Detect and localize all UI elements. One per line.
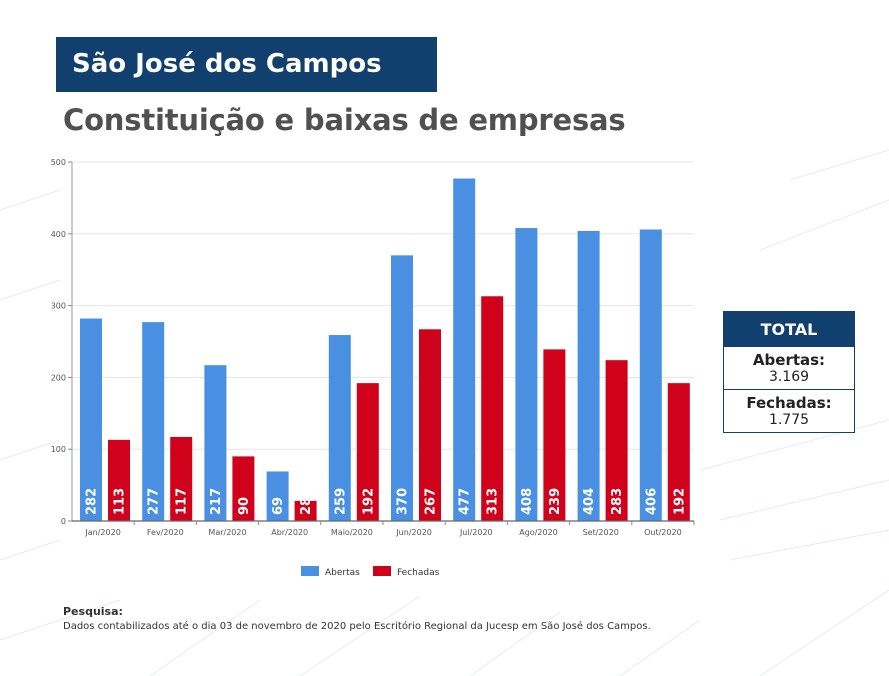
- bar-value-label: 192: [361, 488, 376, 515]
- x-tick-label: Out/2020: [644, 528, 682, 537]
- bar-abertas: [391, 255, 413, 521]
- grid-lines: [72, 161, 694, 522]
- footnote: Pesquisa: Dados contabilizados até o dia…: [63, 604, 651, 634]
- legend-label-fechadas: Fechadas: [397, 568, 440, 578]
- bar-fechadas: [419, 329, 441, 521]
- bar-abertas: [266, 471, 289, 521]
- x-tick-label: Jun/2020: [395, 528, 432, 537]
- bar-value-label: 370: [396, 488, 411, 515]
- x-tick-label: Set/2020: [583, 528, 619, 537]
- bar-fechadas: [481, 296, 504, 521]
- bar-value-label: 117: [175, 488, 190, 515]
- bar-value-label: 477: [458, 488, 473, 515]
- bar-value-label: 406: [644, 488, 659, 515]
- legend-swatch-fechadas: [373, 566, 391, 576]
- totals-fechadas: Fechadas: 1.775: [724, 389, 854, 432]
- bar-value-label: 90: [237, 497, 252, 515]
- footnote-text: Dados contabilizados até o dia 03 de nov…: [63, 621, 651, 632]
- bar-fechadas: [232, 456, 255, 521]
- city-title: São José dos Campos: [56, 37, 437, 92]
- bar-value-label: 277: [147, 488, 162, 515]
- x-tick-label: Ago/2020: [519, 528, 558, 537]
- y-tick-label: 400: [51, 230, 66, 239]
- y-tick-label: 300: [51, 302, 66, 311]
- bar-value-label: 282: [85, 488, 100, 515]
- bar-value-label: 69: [271, 497, 286, 515]
- y-tick-label: 200: [51, 373, 66, 382]
- bar-value-label: 239: [548, 488, 563, 515]
- y-tick-label: 500: [51, 158, 66, 167]
- bar-abertas: [80, 318, 102, 521]
- bar-value-label: 217: [209, 488, 224, 515]
- legend-label-abertas: Abertas: [325, 568, 360, 578]
- y-tick-label: 0: [61, 517, 66, 526]
- bar-value-label: 313: [486, 488, 501, 515]
- bar-value-label: 408: [520, 488, 535, 515]
- bar-fechadas: [543, 349, 566, 521]
- totals-header: TOTAL: [724, 312, 854, 347]
- x-tick-label: Jan/2020: [84, 528, 120, 537]
- totals-abertas-value: 3.169: [768, 368, 810, 385]
- bar-abertas: [453, 178, 476, 521]
- bar-series: 282 113 277 117 217 90 69 28 259 192 370 267 477 313 4…: [80, 178, 690, 522]
- bar-fechadas: [356, 383, 379, 521]
- totals-panel: TOTAL Abertas: 3.169 Fechadas: 1.775: [723, 311, 855, 433]
- y-tick-label: 100: [51, 445, 66, 454]
- bar-value-label: 283: [610, 488, 625, 515]
- bar-abertas: [204, 365, 227, 521]
- bar-value-label: 259: [333, 488, 348, 515]
- bar-fechadas: [294, 500, 317, 521]
- bar-abertas: [577, 230, 600, 522]
- bar-value-label: 113: [113, 488, 128, 515]
- totals-fechadas-label: Fechadas:: [746, 393, 832, 412]
- bar-abertas: [328, 335, 351, 521]
- totals-abertas-label: Abertas:: [752, 350, 826, 369]
- bar-value-label: 28: [299, 497, 314, 515]
- bar-fechadas: [170, 436, 193, 521]
- bar-fechadas: [667, 383, 690, 521]
- bar-fechadas: [108, 439, 130, 521]
- bar-value-label: 192: [672, 488, 687, 515]
- bar-value-label: 267: [424, 488, 439, 515]
- y-axis: 0 100 200 300 400 500: [51, 158, 73, 526]
- totals-abertas: Abertas: 3.169: [724, 347, 854, 389]
- chart-legend: Abertas Fechadas: [301, 566, 440, 578]
- bar-abertas: [639, 229, 662, 521]
- footnote-title: Pesquisa:: [63, 605, 123, 618]
- bar-fechadas: [605, 360, 628, 521]
- bar-abertas: [142, 322, 165, 521]
- bar-abertas: [515, 228, 538, 521]
- x-axis: Jan/2020 Fev/2020 Mar/2020 Abr/2020 Maio/202…: [72, 520, 695, 537]
- chart-subtitle: Constituição e baixas de empresas: [63, 103, 626, 137]
- x-tick-label: Jul/2020: [459, 528, 493, 537]
- totals-fechadas-value: 1.775: [768, 411, 810, 428]
- legend-swatch-abertas: [301, 566, 319, 576]
- x-tick-label: Maio/2020: [331, 528, 373, 537]
- x-tick-label: Abr/2020: [271, 528, 308, 537]
- bar-value-label: 404: [582, 488, 597, 515]
- x-tick-label: Fev/2020: [147, 528, 184, 537]
- x-tick-label: Mar/2020: [208, 528, 246, 537]
